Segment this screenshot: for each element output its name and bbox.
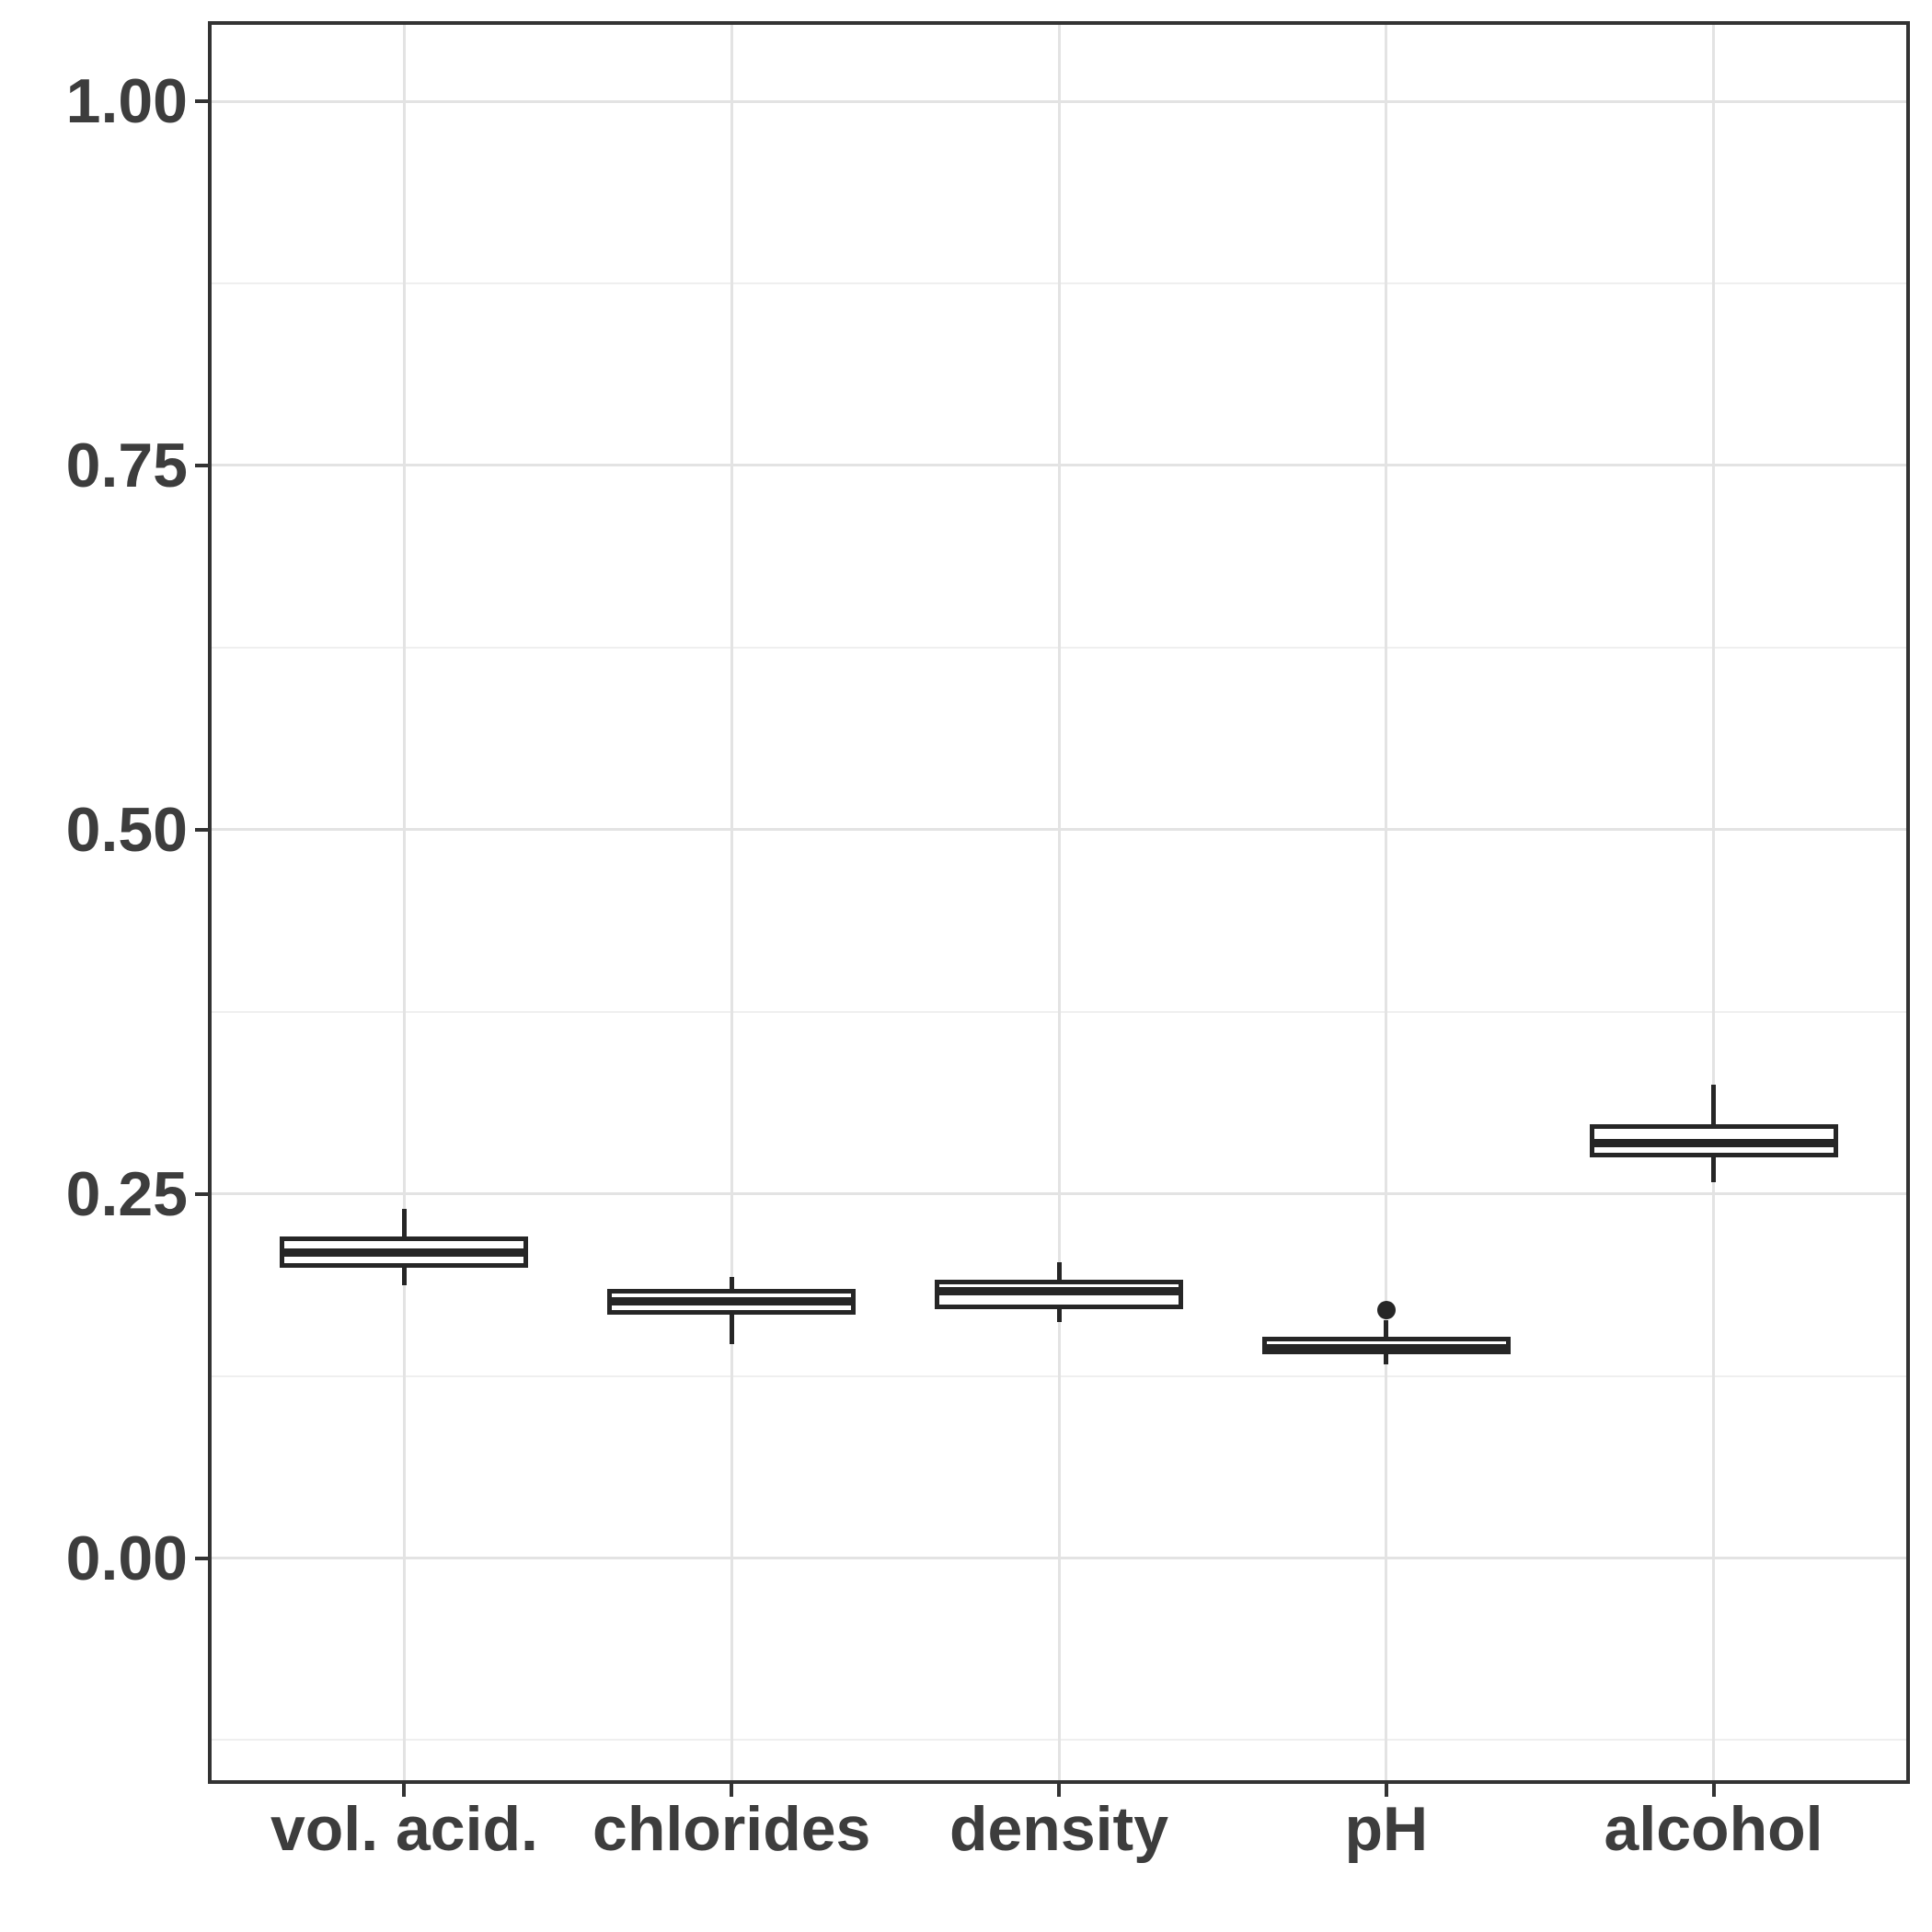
gridline-major-vertical bbox=[1385, 21, 1388, 1784]
gridline-major-vertical bbox=[1712, 21, 1716, 1784]
y-axis-tick bbox=[195, 827, 208, 832]
y-axis-tick bbox=[195, 1191, 208, 1196]
x-tick-label: vol. acid. bbox=[270, 1794, 538, 1864]
x-axis-tick bbox=[730, 1784, 734, 1797]
y-tick-label: 0.00 bbox=[65, 1523, 188, 1593]
gridline-major-vertical bbox=[402, 21, 406, 1784]
gridline-major-vertical bbox=[730, 21, 733, 1784]
boxplot-median bbox=[280, 1248, 529, 1257]
boxplot-median bbox=[1261, 1344, 1511, 1353]
y-axis-tick bbox=[195, 99, 208, 104]
boxplot-median bbox=[935, 1287, 1183, 1296]
plot-panel bbox=[208, 21, 1910, 1784]
boxplot-median bbox=[1589, 1138, 1838, 1147]
x-tick-label: chlorides bbox=[592, 1794, 871, 1864]
gridline-major-vertical bbox=[1057, 21, 1061, 1784]
outlier-point bbox=[1376, 1301, 1396, 1320]
y-tick-label: 0.75 bbox=[65, 430, 188, 500]
y-tick-label: 0.25 bbox=[65, 1158, 188, 1229]
y-tick-label: 1.00 bbox=[65, 66, 188, 137]
y-tick-label: 0.50 bbox=[65, 794, 188, 865]
y-axis-tick bbox=[195, 1556, 208, 1560]
boxplot-median bbox=[607, 1297, 857, 1306]
y-axis-tick bbox=[195, 463, 208, 467]
x-tick-label: pH bbox=[1344, 1794, 1429, 1864]
x-axis-tick bbox=[1384, 1784, 1388, 1797]
x-axis-tick bbox=[402, 1784, 407, 1797]
x-tick-label: alcohol bbox=[1604, 1794, 1823, 1864]
x-axis-tick bbox=[1057, 1784, 1061, 1797]
x-tick-label: density bbox=[949, 1794, 1169, 1864]
x-axis-tick bbox=[1711, 1784, 1716, 1797]
